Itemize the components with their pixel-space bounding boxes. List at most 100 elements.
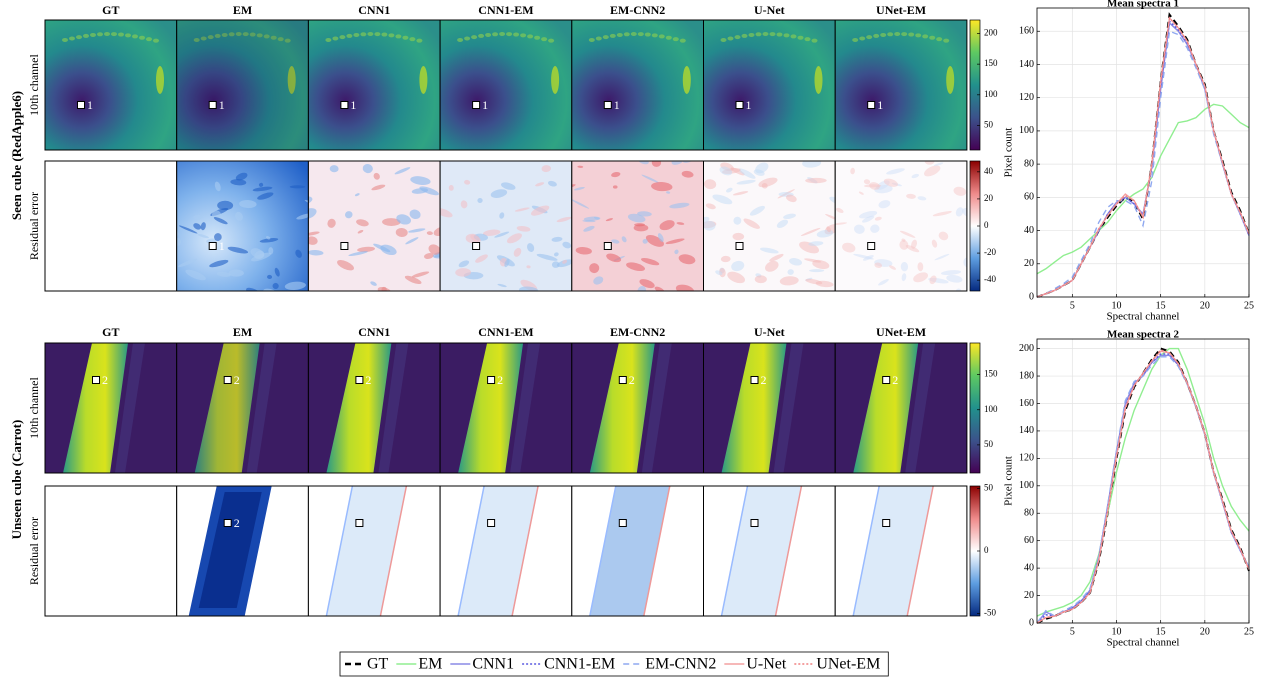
texture (941, 270, 961, 276)
marker-label: 1 (482, 98, 488, 112)
y-tick-label: 100 (1019, 480, 1034, 491)
texture (786, 194, 797, 203)
texture (659, 220, 675, 231)
texture (490, 189, 508, 198)
panel-content (440, 486, 572, 616)
legend-box (339, 651, 889, 677)
texture (193, 214, 203, 220)
texture (346, 33, 353, 38)
texture (932, 211, 952, 217)
marker (487, 376, 496, 384)
axes-box (1036, 7, 1250, 298)
texture (676, 222, 685, 225)
panel-content (703, 20, 836, 150)
texture (889, 265, 897, 270)
texture (541, 165, 551, 173)
darken (176, 20, 309, 150)
texture (633, 224, 649, 232)
panel-content (571, 343, 704, 473)
panel-content (45, 486, 177, 616)
x-axis-label: Spectral channel (1107, 311, 1180, 323)
texture (815, 280, 834, 288)
image-panel (571, 160, 704, 292)
texture (311, 291, 319, 299)
texture (886, 168, 905, 175)
image-panel (439, 160, 573, 292)
texture (514, 207, 530, 212)
y-tick-label: 120 (1019, 453, 1034, 464)
image-panel: 1 (307, 19, 441, 151)
panel-content (308, 20, 441, 150)
marker (603, 242, 612, 250)
x-axis-label: Spectral channel (1107, 637, 1180, 649)
texture (362, 163, 373, 174)
texture (274, 267, 280, 277)
marker (735, 101, 744, 109)
texture (497, 283, 507, 288)
texture (551, 66, 560, 94)
texture (504, 259, 510, 268)
texture (458, 260, 470, 268)
texture (354, 193, 360, 197)
texture (499, 212, 505, 219)
image-panel (44, 160, 178, 292)
texture (410, 176, 431, 185)
texture (825, 214, 836, 221)
texture (513, 247, 522, 257)
plot-area (1037, 339, 1249, 623)
marker-label: 1 (614, 98, 620, 112)
y-tick-label: 40 (1024, 562, 1034, 573)
image-panel: 1 (439, 19, 573, 151)
image-panel: 1 (703, 19, 836, 151)
panel-content (440, 20, 572, 150)
carrot-band (194, 343, 260, 473)
y-tick-label: 20 (1024, 590, 1034, 601)
texture (284, 281, 306, 290)
colorbar-tick-label: 0 (984, 220, 989, 230)
texture (726, 187, 733, 193)
panel-content (571, 20, 704, 150)
carrot-band (721, 343, 787, 473)
panel-content (440, 161, 572, 291)
panel-border (834, 485, 968, 617)
texture (741, 33, 748, 38)
residual-edge (325, 486, 354, 616)
texture (541, 37, 548, 42)
texture (419, 66, 428, 94)
legend-label: EM (418, 656, 442, 673)
texture (356, 219, 369, 227)
texture (272, 282, 279, 290)
chart-title: Mean spectra 1 (1107, 0, 1179, 10)
texture (733, 191, 749, 196)
y-tick-label: 60 (1024, 192, 1034, 203)
texture (672, 37, 679, 42)
texture (901, 273, 907, 282)
x-tick-label: 10 (1112, 626, 1122, 637)
texture (765, 260, 779, 272)
texture (734, 35, 741, 40)
texture (602, 35, 609, 40)
image-panel: 2 (44, 342, 178, 474)
colorbar-tick-label: -40 (984, 274, 996, 284)
texture (207, 35, 214, 40)
texture (239, 199, 257, 209)
texture (428, 244, 441, 255)
colorbar-tick-label: 50 (984, 483, 994, 493)
texture (769, 32, 776, 37)
texture (738, 168, 756, 179)
texture (411, 271, 430, 278)
image-panel (834, 485, 968, 617)
marker (340, 242, 349, 250)
texture (681, 170, 694, 178)
texture (899, 230, 916, 238)
texture (864, 184, 882, 188)
texture (874, 216, 882, 221)
y-axis-label: Pixel count (1003, 456, 1015, 506)
texture (193, 223, 202, 230)
texture (800, 227, 821, 237)
image-panel (307, 160, 441, 299)
texture (221, 32, 228, 37)
panel-content (571, 161, 704, 291)
residual-edge (720, 486, 749, 616)
texture (213, 217, 228, 225)
